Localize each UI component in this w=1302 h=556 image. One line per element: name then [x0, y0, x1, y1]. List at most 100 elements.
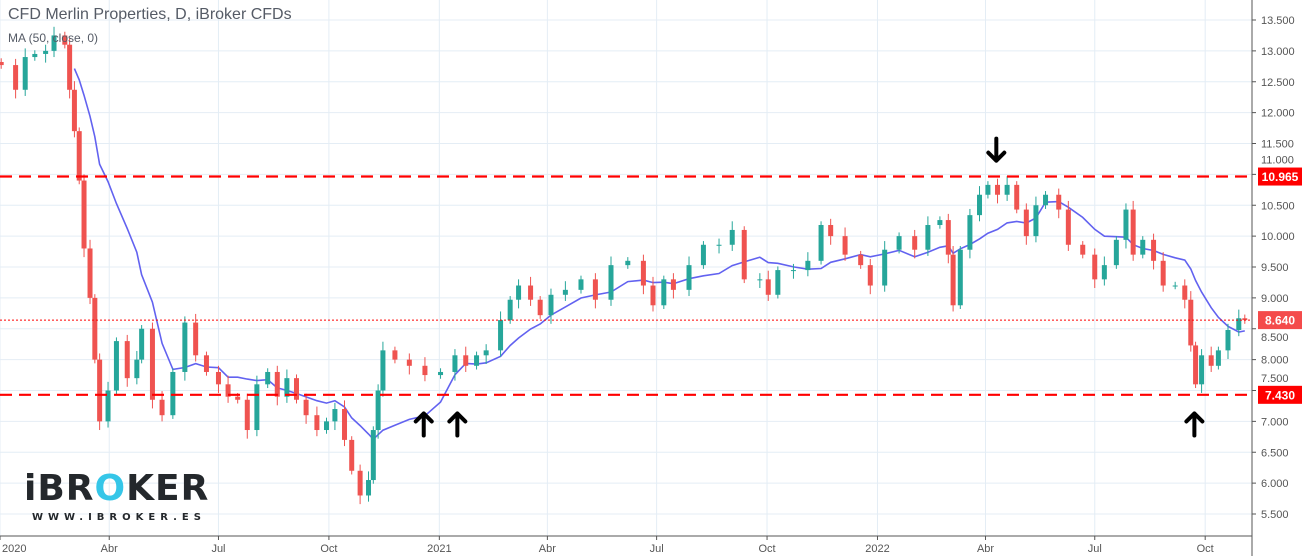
- candle-body: [406, 359, 412, 366]
- annotations: [413, 136, 1205, 438]
- ma-series: [73, 68, 1245, 441]
- candle-body: [265, 371, 271, 385]
- candle-body: [124, 341, 130, 379]
- candle-body: [537, 299, 543, 316]
- levels: [0, 175, 1252, 396]
- candle-body: [1140, 239, 1146, 255]
- candle-body: [463, 355, 469, 366]
- candle-body: [342, 409, 348, 440]
- candle-body: [1236, 318, 1242, 330]
- candle-body: [528, 285, 534, 300]
- x-tick-label: Oct: [758, 543, 775, 555]
- candle-body: [324, 421, 330, 431]
- candle-body: [967, 215, 973, 250]
- x-tick-label: Abr: [539, 543, 556, 555]
- candle-body: [1101, 265, 1107, 280]
- candle-body: [349, 439, 355, 471]
- y-tick-label: 6.500: [1261, 447, 1289, 459]
- candle-body: [225, 384, 231, 397]
- candle-body: [562, 289, 568, 295]
- x-tick-label: Abr: [101, 543, 118, 555]
- y-tick-label: 10.500: [1261, 200, 1295, 212]
- candle-body: [438, 371, 444, 376]
- candle-body: [0, 61, 4, 66]
- candle-body: [729, 229, 735, 245]
- y-tick-label: 9.000: [1261, 293, 1289, 305]
- candle-body: [1225, 329, 1231, 351]
- candle-body: [370, 430, 376, 481]
- candle-body: [1182, 285, 1188, 300]
- candle-body: [1151, 239, 1157, 261]
- candle-body: [1080, 244, 1086, 255]
- candle-body: [1160, 260, 1166, 286]
- y-tick-label: 12.500: [1261, 77, 1295, 89]
- y-tick-label: 5.500: [1261, 509, 1289, 521]
- candle-body: [882, 249, 888, 286]
- candle-body: [818, 225, 824, 261]
- candle-body: [1242, 318, 1248, 321]
- arrow-up-icon: [447, 411, 468, 438]
- logo-wordmark: iBROKER: [24, 468, 210, 509]
- candle-body: [507, 299, 513, 321]
- candle-body: [51, 35, 57, 51]
- candle-body: [474, 355, 480, 366]
- candle-body: [757, 279, 763, 281]
- candle-body: [32, 53, 38, 58]
- candle-body: [1130, 209, 1136, 255]
- y-tick-label: 13.000: [1261, 46, 1295, 58]
- candle-body: [422, 365, 428, 376]
- candle-body: [1193, 345, 1199, 385]
- candle-body: [483, 350, 489, 356]
- indicator-legend[interactable]: MA (50, close, 0): [8, 31, 99, 45]
- y-tick-label: 10.000: [1261, 231, 1295, 243]
- candle-body: [578, 279, 584, 290]
- y-tick-label: 11.000: [1261, 155, 1294, 167]
- candle-body: [13, 65, 19, 90]
- y-tick-label: 7.500: [1261, 373, 1289, 385]
- x-tick-label: Oct: [1197, 543, 1214, 555]
- candle-body: [790, 270, 796, 272]
- candle-body: [375, 390, 381, 431]
- candle-body: [357, 470, 363, 496]
- level-label-bg: [1258, 167, 1302, 186]
- candle-body: [670, 279, 676, 290]
- arrow-up-icon: [1184, 411, 1205, 438]
- candle-body: [293, 378, 299, 400]
- x-tick-label: Jul: [1088, 543, 1102, 555]
- candle-body: [170, 371, 176, 416]
- y-tick-label: 12.000: [1261, 108, 1295, 120]
- y-tick-label: 9.500: [1261, 262, 1289, 274]
- candle-body: [274, 371, 280, 397]
- y-tick-label: 8.000: [1261, 355, 1289, 367]
- x-tick-label: 2022: [865, 543, 889, 555]
- candle-body: [548, 294, 554, 316]
- candle-body: [215, 371, 221, 385]
- candle-body: [139, 328, 145, 360]
- candle-body: [945, 220, 951, 255]
- candle-body: [303, 399, 309, 416]
- candle-body: [1023, 209, 1029, 237]
- y-tick-label: 8.500: [1261, 332, 1289, 344]
- candle-body: [366, 480, 372, 496]
- candle-body: [775, 270, 781, 295]
- candle-body: [1215, 350, 1221, 366]
- level-label: 10.965: [1262, 170, 1299, 184]
- candle-body: [235, 396, 241, 400]
- y-tick-label: 6.000: [1261, 478, 1289, 490]
- candle-body: [1033, 205, 1039, 237]
- candle-body: [828, 225, 834, 237]
- candle-body: [1208, 355, 1214, 366]
- candle-body: [995, 184, 1001, 195]
- candle-body: [592, 279, 598, 300]
- candle-body: [43, 50, 49, 54]
- candle-body: [977, 194, 983, 216]
- arrow-down-icon: [986, 136, 1007, 163]
- candle-body: [332, 409, 338, 422]
- candle-body: [67, 44, 73, 90]
- candle-body: [1188, 299, 1194, 346]
- last-price-label: 8.640: [1265, 314, 1295, 328]
- candle-body: [741, 229, 747, 280]
- candle-body: [76, 131, 82, 181]
